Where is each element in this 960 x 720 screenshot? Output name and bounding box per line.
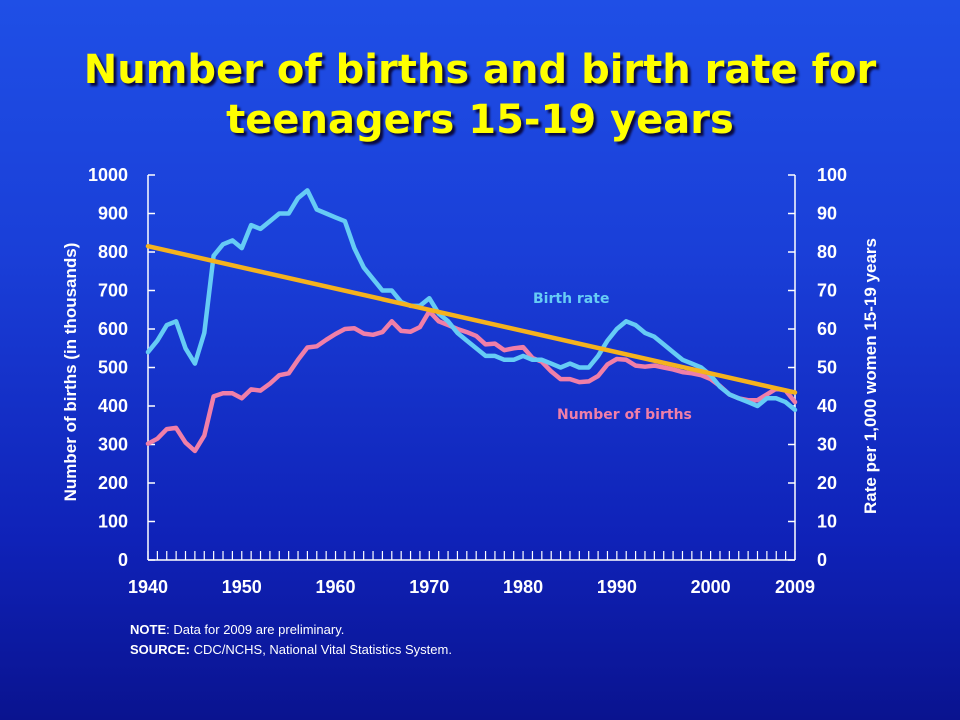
y-right-tick-label: 30 <box>817 435 837 455</box>
birth-rate-label: Birth rate <box>533 291 609 307</box>
birth-rate-line <box>145 188 798 413</box>
y-left-tick-label: 400 <box>98 396 128 416</box>
slide-title-line-1: Number of births and birth rate for <box>83 47 877 93</box>
y-right-tick-label: 40 <box>817 396 837 416</box>
y-right-tick-label: 60 <box>817 319 837 339</box>
note-label: NOTE <box>130 622 167 637</box>
x-tick-label: 1990 <box>597 577 637 597</box>
y-right-tick-label: 90 <box>817 204 837 224</box>
x-tick-label: 1950 <box>222 577 262 597</box>
y-left-tick-label: 800 <box>98 242 128 262</box>
birth-rate-trend-line <box>145 243 798 395</box>
source-line: SOURCE: CDC/NCHS, National Vital Statist… <box>130 640 452 660</box>
y-left-tick-label: 0 <box>118 550 128 570</box>
y-left-tick-label: 1000 <box>88 165 128 185</box>
y-right-tick-label: 0 <box>817 550 827 570</box>
note-line: NOTE: Data for 2009 are preliminary. <box>130 620 452 640</box>
x-tick-label: 1940 <box>128 577 168 597</box>
y-right-tick-label: 80 <box>817 242 837 262</box>
source-label: SOURCE: <box>130 642 190 657</box>
note-text: : Data for 2009 are preliminary. <box>166 622 345 637</box>
series-lines <box>145 188 798 454</box>
slide-title: Number of births and birth rate for teen… <box>0 45 960 145</box>
x-tick-label: 2000 <box>691 577 731 597</box>
y-left-tick-label: 900 <box>98 204 128 224</box>
y-axis-left-title: Number of births (in thousands) <box>61 243 80 502</box>
y-left-tick-label: 100 <box>98 512 128 532</box>
y-axis-right-title: Rate per 1,000 women 15-19 years <box>861 238 880 514</box>
y-left-tick-label: 500 <box>98 358 128 378</box>
number-of-births-line <box>145 309 798 454</box>
y-right-tick-label: 70 <box>817 281 837 301</box>
x-tick-label: 1980 <box>503 577 543 597</box>
y-right-tick-label: 20 <box>817 473 837 493</box>
x-tick-label: 2009 <box>775 577 815 597</box>
x-tick-label: 1970 <box>409 577 449 597</box>
y-left-tick-label: 200 <box>98 473 128 493</box>
y-right-tick-label: 10 <box>817 512 837 532</box>
y-left-tick-label: 700 <box>98 281 128 301</box>
x-tick-label: 1960 <box>316 577 356 597</box>
axes: 0 100 200 300 400 500 600 700 800 900 1000 0 10 20 30 4… <box>88 165 847 597</box>
footnotes: NOTE: Data for 2009 are preliminary. SOU… <box>130 620 452 660</box>
y-right-tick-label: 100 <box>817 165 847 185</box>
slide-title-line-2: teenagers 15-19 years <box>226 97 734 143</box>
source-text: CDC/NCHS, National Vital Statistics Syst… <box>193 642 452 657</box>
number-of-births-label: Number of births <box>557 407 692 423</box>
y-left-tick-label: 300 <box>98 435 128 455</box>
y-left-tick-label: 600 <box>98 319 128 339</box>
y-right-tick-label: 50 <box>817 358 837 378</box>
